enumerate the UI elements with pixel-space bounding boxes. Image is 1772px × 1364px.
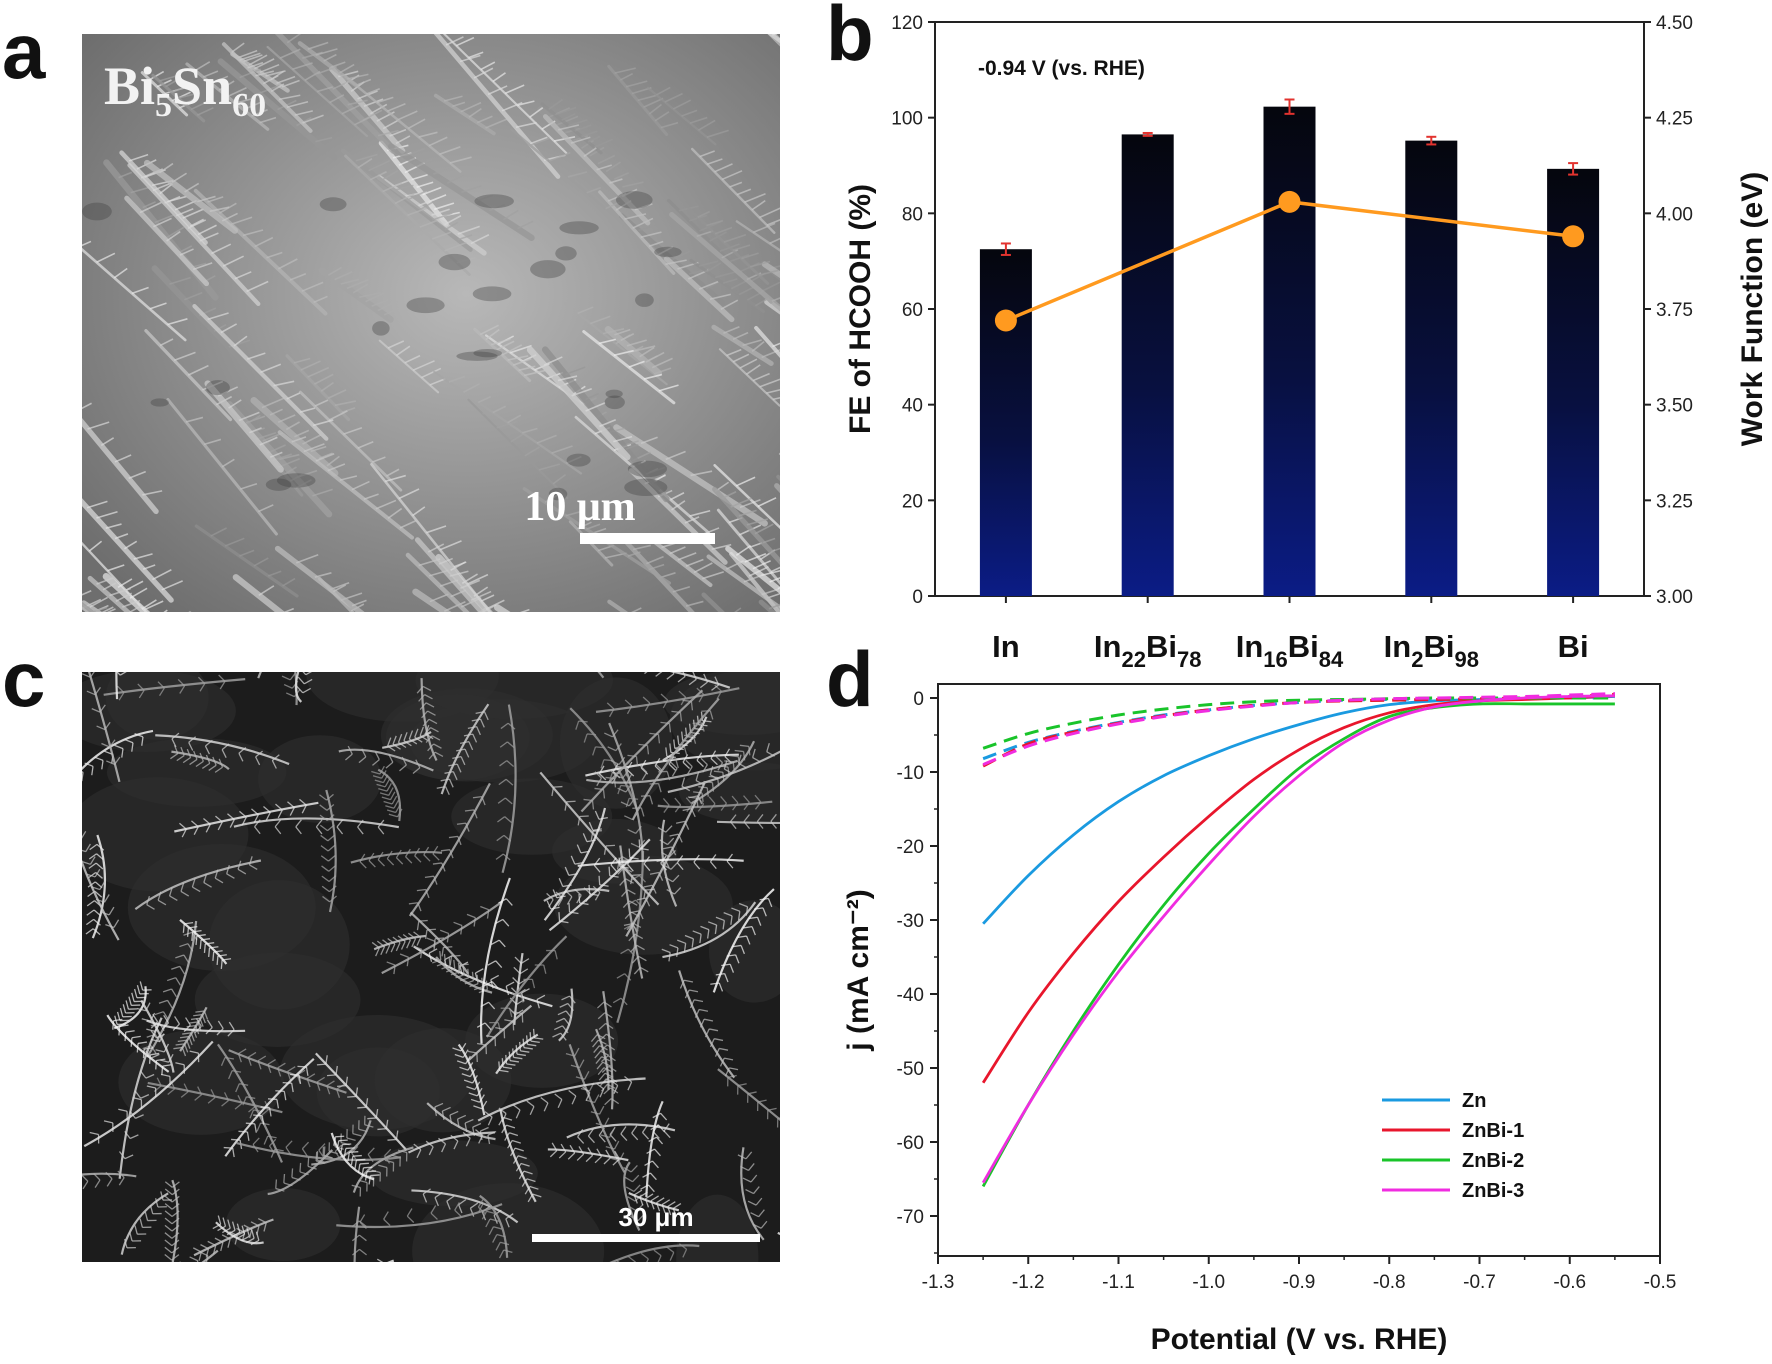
y-tick-3: -30 — [897, 911, 924, 932]
legend-item-znbi-1: ZnBi-1 — [1382, 1120, 1524, 1142]
error-bar-3 — [1426, 135, 1437, 146]
scale-bar-label-a: 10 μm — [524, 484, 635, 530]
y-tick-right-0: 3.00 — [1656, 587, 1693, 608]
y-tick-right-1: 3.25 — [1656, 491, 1693, 512]
legend-item-zn: Zn — [1382, 1090, 1486, 1112]
y-tick-left-4: 80 — [902, 204, 923, 225]
category-label-3: In2Bi98 — [1384, 629, 1479, 672]
y-tick-right-3: 3.75 — [1656, 300, 1693, 321]
y-tick-left-5: 100 — [891, 109, 923, 130]
legend-label-zn: Zn — [1462, 1090, 1486, 1112]
legend-item-znbi-3: ZnBi-3 — [1382, 1180, 1524, 1202]
panel-letter-b: b — [826, 0, 874, 77]
y-tick-1: -10 — [897, 763, 924, 784]
category-label-2: In16Bi84 — [1236, 629, 1344, 672]
y-axis-title-right-b: Work Function (eV) — [1736, 172, 1769, 446]
y-tick-4: -40 — [897, 985, 924, 1006]
chart-d: -1.3 -1.2 -1.1 -1.0 -0.9 -0.8 -0.7 -0.6 -0.5 0 -10… — [842, 683, 1677, 1356]
bar-1 — [1121, 134, 1174, 597]
y-tick-left-2: 40 — [902, 396, 923, 417]
x-tick-1: -1.2 — [1012, 1272, 1045, 1293]
work-function-point-2 — [1278, 190, 1301, 213]
x-tick-0: -1.3 — [922, 1272, 955, 1293]
y-tick-6: -60 — [897, 1133, 924, 1154]
scale-bar-a — [580, 533, 715, 544]
x-tick-7: -0.6 — [1553, 1272, 1586, 1293]
error-bar-2 — [1284, 98, 1295, 115]
panel-c: c 30 μm — [2, 635, 780, 1262]
y-tick-left-0: 0 — [912, 587, 923, 608]
curve-dashed-znbi-2 — [982, 696, 1615, 750]
bar-0 — [979, 249, 1032, 597]
curve-solid-znbi-3 — [981, 694, 1615, 1184]
panel-a: a Bi5Sn60 10 μm — [2, 7, 780, 612]
bar-3 — [1405, 140, 1458, 597]
panel-letter-d: d — [826, 635, 874, 723]
x-tick-4: -0.9 — [1283, 1272, 1316, 1293]
panel-d: d -1.3 -1.2 -1.1 -1.0 -0.9 -0.8 -0.7 -0.6 -0.50-… — [826, 635, 1676, 1356]
y-tick-right-6: 4.50 — [1656, 13, 1693, 34]
error-bar-0 — [1000, 242, 1011, 256]
legend-item-znbi-2: ZnBi-2 — [1382, 1150, 1524, 1172]
x-tick-5: -0.8 — [1373, 1272, 1406, 1293]
category-label-1: In22Bi78 — [1094, 629, 1202, 672]
y-tick-0: 0 — [913, 689, 924, 710]
scale-bar-label-c: 30 μm — [618, 1202, 693, 1232]
error-bar-4 — [1568, 162, 1579, 176]
y-axis-title-left-b: FE of HCOOH (%) — [844, 184, 877, 434]
y-tick-5: -50 — [897, 1059, 924, 1080]
curve-solid-znbi-2 — [981, 702, 1615, 1188]
y-tick-left-6: 120 — [891, 13, 923, 34]
panel-letter-c: c — [2, 635, 45, 723]
x-tick-6: -0.7 — [1463, 1272, 1496, 1293]
legend-label-znbi-2: ZnBi-2 — [1462, 1150, 1524, 1172]
legend-label-znbi-1: ZnBi-1 — [1462, 1120, 1524, 1142]
y-tick-left-1: 20 — [902, 491, 923, 512]
y-tick-left-3: 60 — [902, 300, 923, 321]
panel-b: b 0 20 40 60 80 100 120 3.00 3.25 3.50 3.75 4.00 4.… — [826, 0, 1769, 672]
sample-label-a: Bi5Sn60 — [104, 56, 266, 124]
error-bar-1 — [1142, 131, 1153, 137]
curve-dashed-znbi-3 — [982, 692, 1615, 766]
scale-bar-c — [532, 1234, 760, 1242]
legend-label-znbi-3: ZnBi-3 — [1462, 1180, 1524, 1202]
y-axis-title-d: j (mA cm⁻²) — [842, 889, 875, 1051]
category-label-0: In — [992, 629, 1020, 664]
y-tick-right-4: 4.00 — [1656, 204, 1693, 225]
chart-b: 0 20 40 60 80 100 120 3.00 3.25 3.50 3.75 4.00 4.25… — [844, 13, 1769, 672]
sem-image-a — [82, 34, 780, 612]
category-label-4: Bi — [1558, 629, 1589, 664]
bar-2 — [1263, 106, 1316, 596]
panel-letter-a: a — [2, 7, 46, 95]
y-tick-7: -70 — [897, 1207, 924, 1228]
x-tick-2: -1.1 — [1102, 1272, 1135, 1293]
y-tick-right-2: 3.50 — [1656, 396, 1693, 417]
work-function-point-4 — [1562, 225, 1585, 248]
work-function-point-0 — [994, 309, 1017, 332]
x-tick-3: -1.0 — [1192, 1272, 1225, 1293]
y-tick-2: -20 — [897, 837, 924, 858]
y-tick-right-5: 4.25 — [1656, 109, 1693, 130]
x-axis-title-d: Potential (V vs. RHE) — [1151, 1323, 1448, 1356]
x-tick-8: -0.5 — [1644, 1272, 1677, 1293]
chart-annotation-b: -0.94 V (vs. RHE) — [978, 57, 1145, 80]
sem-image-c — [82, 672, 780, 1262]
